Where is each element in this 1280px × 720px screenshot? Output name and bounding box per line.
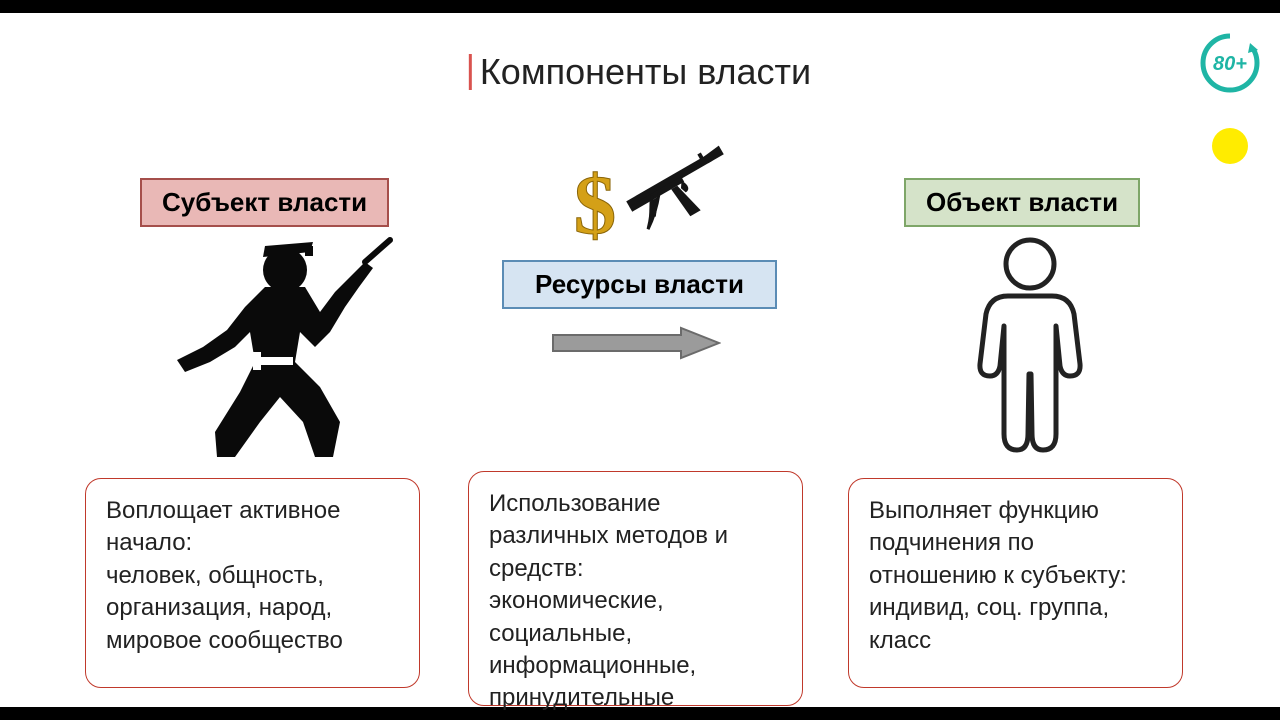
svg-text:$: $ xyxy=(574,161,617,251)
slide-title: Компоненты власти xyxy=(480,51,811,93)
score-badge: 80+ xyxy=(1200,33,1260,93)
gun-icon xyxy=(614,123,742,243)
title-container: Компоненты власти xyxy=(469,51,811,93)
badge-text: 80+ xyxy=(1213,53,1247,75)
resources-label: Ресурсы власти xyxy=(502,260,777,309)
police-icon xyxy=(165,232,395,460)
arrow-icon xyxy=(551,326,721,360)
yellow-dot xyxy=(1212,128,1248,164)
resources-description: Использование различных методов и средст… xyxy=(468,471,803,706)
subject-label: Субъект власти xyxy=(140,178,389,227)
title-accent-bar xyxy=(469,54,472,90)
object-label: Объект власти xyxy=(904,178,1140,227)
person-icon xyxy=(968,234,1093,458)
slide: Компоненты власти 80+ Субъект власти Рес… xyxy=(0,13,1280,707)
subject-description: Воплощает активное начало: человек, общн… xyxy=(85,478,420,688)
object-description: Выполняет функцию подчинения по отношени… xyxy=(848,478,1183,688)
